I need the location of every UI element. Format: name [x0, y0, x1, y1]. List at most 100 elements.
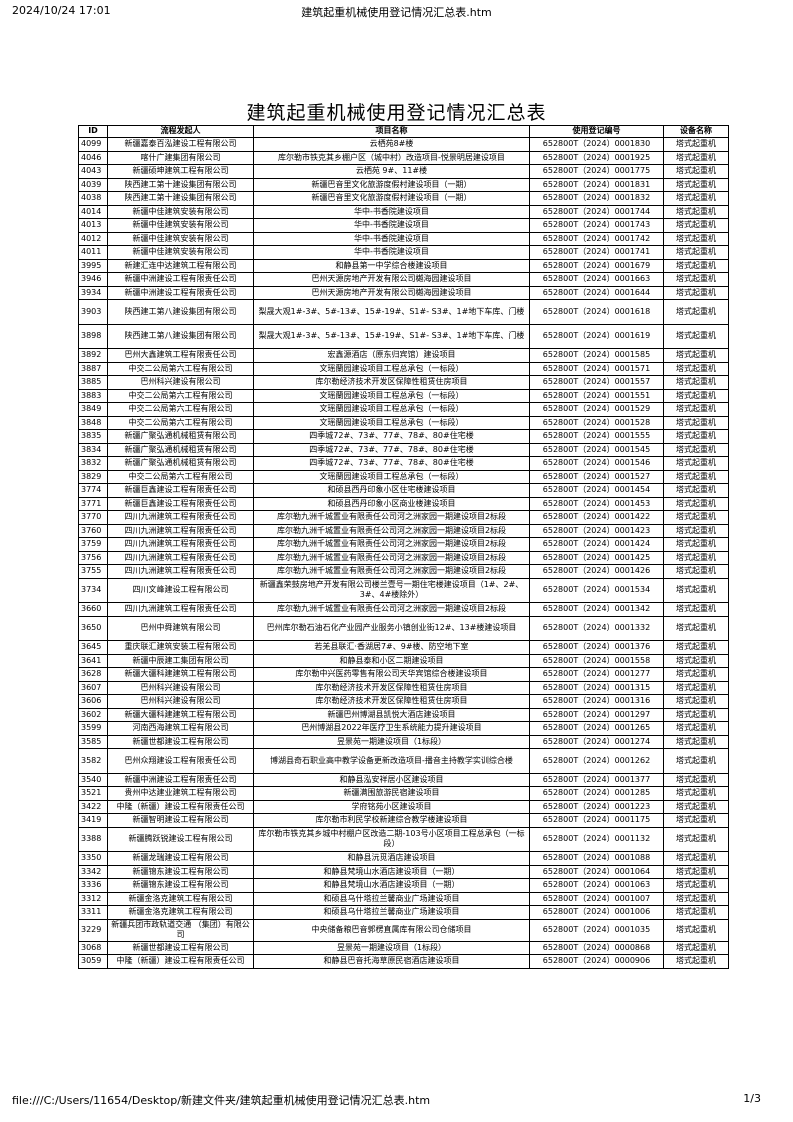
cell-registration-no: 652800T（2024）0001453 [529, 496, 664, 511]
cell-initiator: 新疆大疆科建建筑工程有限公司 [107, 707, 254, 722]
table-row: 3585 新疆世都建设工程有限公司 昱景苑一期建设项目（1标段） 652800T（20… [78, 734, 729, 749]
cell-equipment: 塔式起重机 [663, 299, 729, 325]
cell-initiator: 新疆广聚弘通机械租赁有限公司 [107, 442, 254, 457]
cell-project: 和硕县西丹印象小区住宅楼建设项目 [253, 483, 530, 498]
cell-id: 3660 [78, 602, 108, 617]
cell-id: 3582 [78, 748, 108, 774]
cell-initiator: 新疆硕坤建筑工程有限公司 [107, 164, 254, 179]
cell-equipment: 塔式起重机 [663, 826, 729, 852]
table-row: 3521 贵州中达建业建筑工程有限公司 新疆满围旅游民宿建设项目 652800T（20… [78, 786, 729, 801]
table-row: 3342 新疆锦东建设工程有限公司 和静县梵境山水酒店建设项目（一期） 652800T… [78, 864, 729, 879]
print-page-number: 1/3 [743, 1092, 761, 1105]
cell-equipment: 塔式起重机 [663, 191, 729, 206]
cell-equipment: 塔式起重机 [663, 348, 729, 363]
cell-registration-no: 652800T（2024）0001285 [529, 786, 664, 801]
cell-registration-no: 652800T（2024）0001555 [529, 429, 664, 444]
cell-project: 新疆鑫荣鼓房地产开发有限公司楼兰壹号一期住宅楼建设项目（1#、2#、3#、4#楼… [253, 577, 530, 603]
cell-project: 库尔勒九洲千城置业有限责任公司河之洲家园一期建设项目2标段 [253, 564, 530, 579]
cell-registration-no: 652800T（2024）0001424 [529, 537, 664, 552]
cell-id: 3540 [78, 772, 108, 787]
table-row: 3774 新疆巨鑫建设工程有限责任公司 和硕县西丹印象小区住宅楼建设项目 652800… [78, 483, 729, 498]
cell-project: 和硕县乌什塔拉兰馨商业广场建设项目 [253, 891, 530, 906]
header-id: ID [78, 125, 108, 138]
table-row: 3602 新疆大疆科建建筑工程有限公司 新疆巴州博湖县凯悦大酒店建设项目 652800… [78, 707, 729, 722]
cell-id: 3734 [78, 577, 108, 603]
cell-id: 3771 [78, 496, 108, 511]
cell-registration-no: 652800T（2024）0001775 [529, 164, 664, 179]
cell-equipment: 塔式起重机 [663, 218, 729, 233]
cell-initiator: 四川九洲建筑工程有限责任公司 [107, 602, 254, 617]
cell-id: 4043 [78, 164, 108, 179]
cell-id: 3898 [78, 323, 108, 349]
table-row: 4099 新疆嘉泰百泓建设工程有限公司 云栖苑8#楼 652800T（2024）000… [78, 137, 729, 152]
cell-project: 和静县泰和小区二期建设项目 [253, 653, 530, 668]
table-row: 4012 新疆中佳建筑安装有限公司 华中-书香院建设项目 652800T（2024）0… [78, 231, 729, 246]
cell-initiator: 四川九洲建筑工程有限责任公司 [107, 564, 254, 579]
cell-registration-no: 652800T（2024）0001571 [529, 361, 664, 376]
cell-project: 文瑶蘭园建设项目工程总承包（一标段） [253, 388, 530, 403]
cell-registration-no: 652800T（2024）0001527 [529, 469, 664, 484]
table-row: 4038 陕西建工第十建设集团有限公司 新疆巴音里文化旅游度假村建设项目（一期） 65… [78, 191, 729, 206]
table-row: 3898 陕西建工第八建设集团有限公司 梨晟大观1#-3#、5#-13#、15#-1… [78, 323, 729, 349]
cell-id: 3934 [78, 285, 108, 300]
cell-id: 3885 [78, 375, 108, 390]
cell-initiator: 新疆中佳建筑安装有限公司 [107, 245, 254, 260]
cell-equipment: 塔式起重机 [663, 415, 729, 430]
cell-project: 库尔勒九洲千城置业有限责任公司河之洲家园一期建设项目2标段 [253, 537, 530, 552]
cell-project: 若羌县联汇·香湖居7#、9#楼、防空地下室 [253, 640, 530, 655]
cell-project: 新疆巴音里文化旅游度假村建设项目（一期） [253, 191, 530, 206]
cell-registration-no: 652800T（2024）0001006 [529, 905, 664, 920]
cell-equipment: 塔式起重机 [663, 694, 729, 709]
cell-project: 云栖苑 9#、11#楼 [253, 164, 530, 179]
cell-initiator: 新疆广聚弘通机械租赁有限公司 [107, 429, 254, 444]
cell-id: 3760 [78, 523, 108, 538]
cell-project: 库尔勒九洲千城置业有限责任公司河之洲家园一期建设项目2标段 [253, 550, 530, 565]
cell-registration-no: 652800T（2024）0001557 [529, 375, 664, 390]
cell-equipment: 塔式起重机 [663, 375, 729, 390]
table-row: 4046 喀什广建集团有限公司 库尔勒市铁克其乡棚户区（城中村）改造项目-悦景明居建… [78, 150, 729, 165]
cell-id: 3770 [78, 510, 108, 525]
table-row: 3885 巴州科兴建设有限公司 库尔勒经济技术开发区保障性租赁住房项目 652800T… [78, 375, 729, 390]
cell-id: 3602 [78, 707, 108, 722]
cell-registration-no: 652800T（2024）0001534 [529, 577, 664, 603]
cell-equipment: 塔式起重机 [663, 388, 729, 403]
cell-project: 和静县第一中学综合楼建设项目 [253, 258, 530, 273]
cell-equipment: 塔式起重机 [663, 550, 729, 565]
cell-registration-no: 652800T（2024）0001551 [529, 388, 664, 403]
cell-project: 四季城72#、73#、77#、78#、80#住宅楼 [253, 429, 530, 444]
cell-initiator: 四川九洲建筑工程有限责任公司 [107, 537, 254, 552]
table-row: 3068 新疆世都建设工程有限公司 昱景苑一期建设项目（1标段） 652800T（20… [78, 940, 729, 955]
cell-id: 3350 [78, 851, 108, 866]
table-row: 3312 新疆金洛克建筑工程有限公司 和硕县乌什塔拉兰馨商业广场建设项目 652800… [78, 891, 729, 906]
cell-initiator: 四川文峰建设工程有限公司 [107, 577, 254, 603]
table-row: 3995 新建汇连中达建筑工程有限公司 和静县第一中学综合楼建设项目 652800T（… [78, 258, 729, 273]
table-row: 4043 新疆硕坤建筑工程有限公司 云栖苑 9#、11#楼 652800T（2024）… [78, 164, 729, 179]
cell-initiator: 巴州科兴建设有限公司 [107, 680, 254, 695]
cell-project: 梨晟大观1#-3#、5#-13#、15#-19#、S1#- S3#、1#地下车库… [253, 323, 530, 349]
cell-initiator: 河南西海建筑工程有限公司 [107, 721, 254, 736]
cell-initiator: 巴州大鑫建筑工程有限责任公司 [107, 348, 254, 363]
cell-id: 4012 [78, 231, 108, 246]
cell-id: 3229 [78, 918, 108, 942]
cell-registration-no: 652800T（2024）0001422 [529, 510, 664, 525]
cell-project: 巴州天源房地产开发有限公司樾海园建设项目 [253, 285, 530, 300]
cell-equipment: 塔式起重机 [663, 285, 729, 300]
cell-initiator: 中交二公局第六工程有限公司 [107, 469, 254, 484]
cell-project: 巴州天源房地产开发有限公司樾海园建设项目 [253, 272, 530, 287]
cell-initiator: 新疆世都建设工程有限公司 [107, 734, 254, 749]
cell-project: 文瑶蘭园建设项目工程总承包（一标段） [253, 469, 530, 484]
cell-project: 宏鑫源酒店（原东归宾馆）建设项目 [253, 348, 530, 363]
cell-equipment: 塔式起重机 [663, 442, 729, 457]
table-row: 3660 四川九洲建筑工程有限责任公司 库尔勒九洲千城置业有限责任公司河之洲家园一期… [78, 602, 729, 617]
cell-id: 3645 [78, 640, 108, 655]
cell-project: 学府铭苑小区建设项目 [253, 799, 530, 814]
cell-equipment: 塔式起重机 [663, 272, 729, 287]
cell-equipment: 塔式起重机 [663, 721, 729, 736]
cell-initiator: 新疆腾跃锐建设工程有限公司 [107, 826, 254, 852]
cell-id: 3641 [78, 653, 108, 668]
cell-registration-no: 652800T（2024）0001744 [529, 204, 664, 219]
cell-equipment: 塔式起重机 [663, 813, 729, 828]
cell-equipment: 塔式起重机 [663, 177, 729, 192]
cell-initiator: 新疆中洲建设工程有限责任公司 [107, 285, 254, 300]
cell-registration-no: 652800T（2024）0001454 [529, 483, 664, 498]
